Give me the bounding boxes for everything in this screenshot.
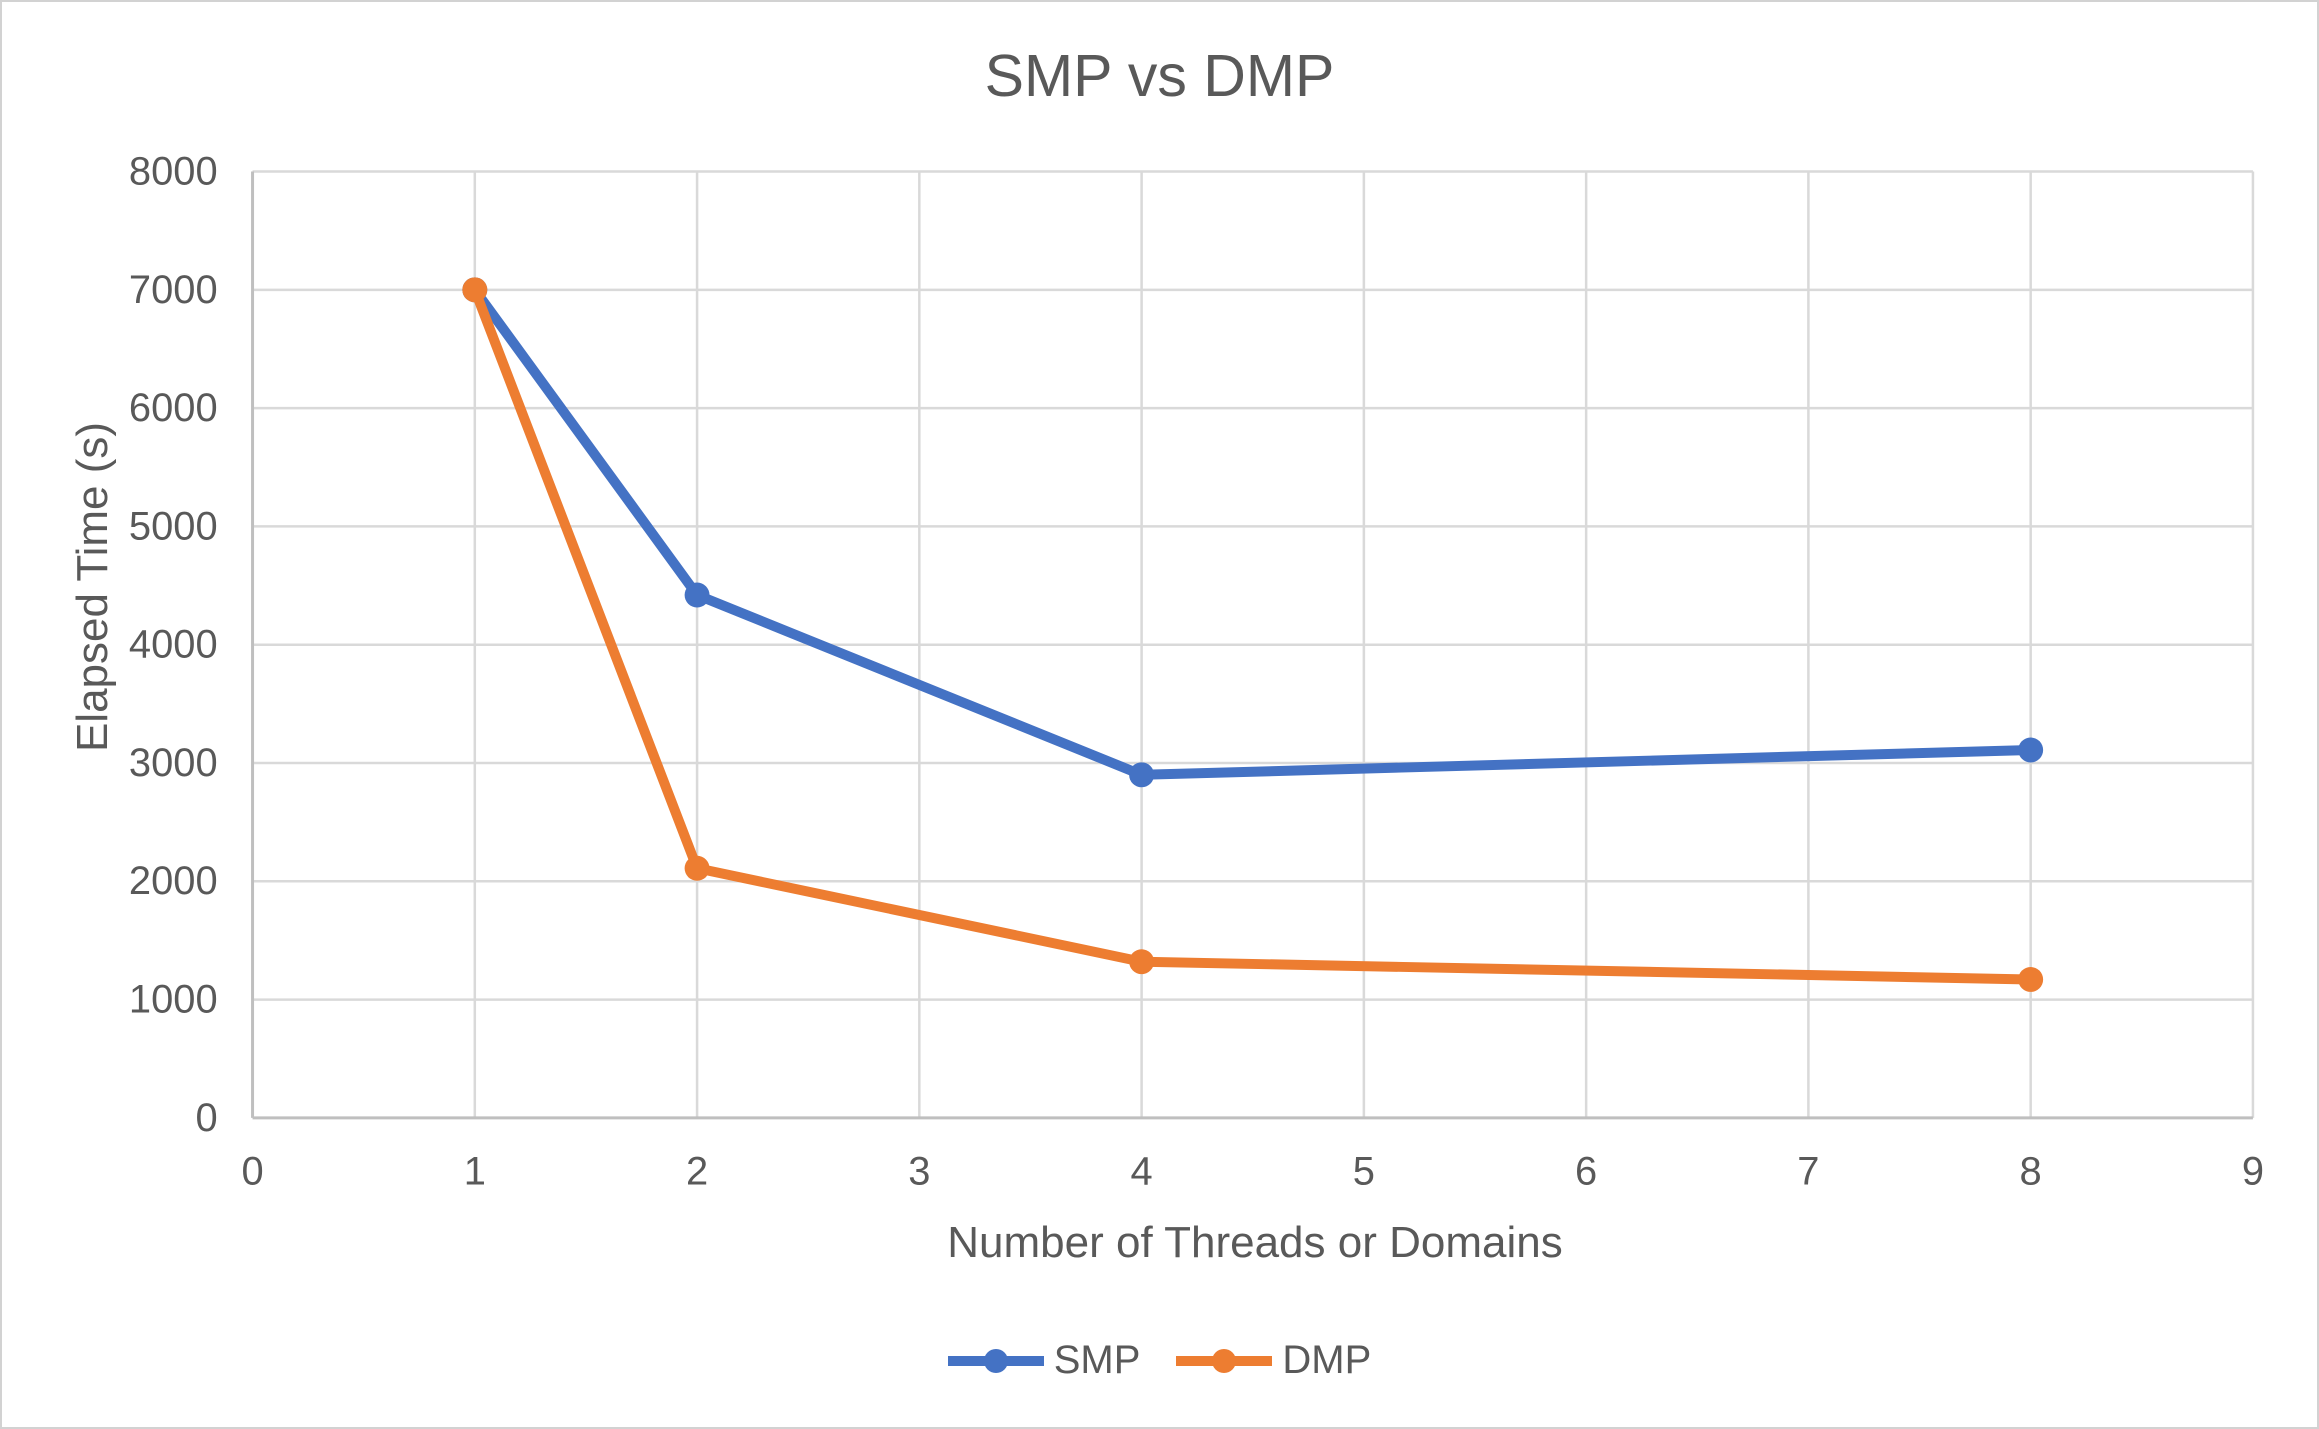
- y-axis-title: Elapsed Time (s): [68, 421, 117, 753]
- y-tick-label: 1000: [129, 978, 218, 1022]
- y-tick-label: 4000: [129, 623, 218, 667]
- x-tick-label: 2: [686, 1150, 708, 1194]
- y-tick-label: 3000: [129, 741, 218, 785]
- data-point-SMP: [684, 582, 710, 608]
- legend: SMP DMP: [2, 1338, 2317, 1383]
- legend-item-smp: SMP: [947, 1338, 1141, 1383]
- legend-label-dmp: DMP: [1282, 1338, 1372, 1382]
- data-point-DMP: [1129, 949, 1155, 975]
- x-tick-label: 9: [2242, 1150, 2264, 1194]
- y-tick-label: 8000: [129, 149, 218, 193]
- y-tick-label: 5000: [129, 504, 218, 548]
- x-tick-label: 7: [1797, 1150, 1819, 1194]
- series-line-DMP: [469, 284, 2036, 985]
- data-point-DMP: [462, 277, 488, 303]
- x-tick-label: 1: [464, 1150, 486, 1194]
- x-tick-label: 0: [241, 1150, 263, 1194]
- x-tick-label: 3: [908, 1150, 930, 1194]
- dmp-legend-marker-icon: [1176, 1348, 1273, 1373]
- y-tick-label: 7000: [129, 268, 218, 312]
- smp-legend-marker-icon: [947, 1348, 1044, 1373]
- data-point-DMP: [2018, 966, 2044, 992]
- x-tick-label: 8: [2020, 1150, 2042, 1194]
- x-axis-title: Number of Threads or Domains: [947, 1218, 1563, 1267]
- chart-title: SMP vs DMP: [984, 43, 1335, 109]
- legend-label-smp: SMP: [1053, 1338, 1141, 1382]
- data-point-DMP: [684, 855, 710, 881]
- x-tick-label: 6: [1575, 1150, 1597, 1194]
- legend-item-dmp: DMP: [1176, 1338, 1371, 1383]
- series-line-SMP: [469, 284, 2036, 780]
- y-tick-label: 2000: [129, 859, 218, 903]
- x-tick-label: 5: [1353, 1150, 1375, 1194]
- x-tick-label: 4: [1131, 1150, 1153, 1194]
- data-point-SMP: [1129, 762, 1155, 788]
- y-tick-label: 6000: [129, 386, 218, 430]
- y-tick-label: 0: [195, 1096, 217, 1140]
- data-point-SMP: [2018, 737, 2044, 763]
